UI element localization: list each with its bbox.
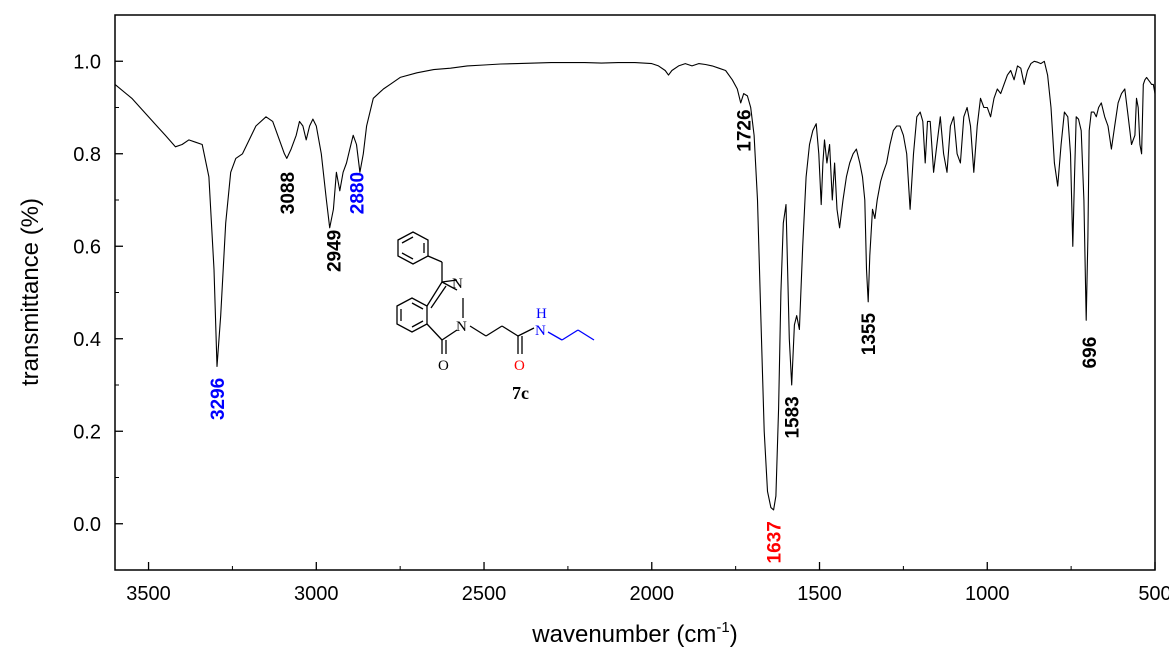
- atom-n2: N: [456, 319, 467, 335]
- y-tick-label: 0.6: [73, 236, 101, 258]
- x-axis-title: wavenumber (cm-1): [531, 619, 737, 648]
- y-tick-label: 0.2: [73, 421, 101, 443]
- atom-nh-n: N: [535, 323, 546, 339]
- y-tick-label: 0.8: [73, 144, 101, 166]
- x-tick-label: 2000: [630, 583, 675, 605]
- ring-bond: [441, 281, 458, 291]
- spectrum-line: [114, 60, 1156, 511]
- chain-bond: [501, 325, 519, 337]
- compound-label: 7c: [512, 383, 529, 403]
- ring-bond: [426, 323, 443, 341]
- peak-label-1355: 1355: [859, 313, 880, 356]
- amide-cn-bond: [517, 327, 535, 337]
- atom-o-ketone: O: [438, 358, 449, 374]
- peak-label-2880: 2880: [348, 172, 369, 214]
- peak-label-2949: 2949: [324, 230, 345, 272]
- phenyl-double-bond: [401, 252, 414, 260]
- y-axis-title: transmittance (%): [17, 198, 44, 386]
- peak-label-1583: 1583: [783, 396, 804, 438]
- x-tick-label: 2500: [462, 583, 507, 605]
- x-tick-label: 1000: [965, 583, 1010, 605]
- x-tick-label: 1500: [797, 583, 842, 605]
- x-tick-label: 3500: [126, 583, 171, 605]
- x-tick-label: 500: [1138, 583, 1169, 605]
- ring-bond: [426, 281, 443, 307]
- phenyl-double-bond: [401, 236, 414, 244]
- peak-label-1726: 1726: [735, 109, 756, 151]
- ring-bond: [430, 285, 447, 309]
- peak-label-696: 696: [1080, 337, 1101, 369]
- y-tick-label: 0.4: [73, 329, 101, 351]
- x-tick-label: 3000: [294, 583, 339, 605]
- propyl-bond: [577, 329, 595, 341]
- atom-n1: N: [452, 276, 463, 292]
- atom-o-amide: O: [514, 358, 525, 374]
- atom-nh-h: H: [536, 306, 547, 322]
- propyl-bond: [547, 331, 563, 341]
- y-axis: 0.0 0.2 0.4 0.6 0.8 1.0: [73, 51, 123, 571]
- molecule-structure: [396, 231, 595, 354]
- y-tick-label: 1.0: [73, 51, 101, 73]
- chain-bond: [485, 325, 503, 337]
- peak-label-3088: 3088: [278, 172, 299, 214]
- propyl-bond: [561, 329, 579, 341]
- benzyl-bond: [427, 255, 443, 263]
- ring-bond: [441, 279, 458, 283]
- benzo-double-bond: [411, 302, 424, 310]
- x-axis: 3500 3000 2500 2000 1500 1000 500: [126, 562, 1169, 605]
- ring-bond: [441, 329, 458, 341]
- plot-frame: [114, 14, 1156, 571]
- peak-label-3296: 3296: [208, 378, 229, 420]
- chain-bond: [469, 325, 487, 337]
- benzo-double-bond: [411, 320, 424, 328]
- molecule-atoms: N N O O H N 7c: [438, 276, 547, 403]
- peak-label-1637: 1637: [765, 521, 786, 563]
- y-tick-label: 0.0: [73, 514, 101, 536]
